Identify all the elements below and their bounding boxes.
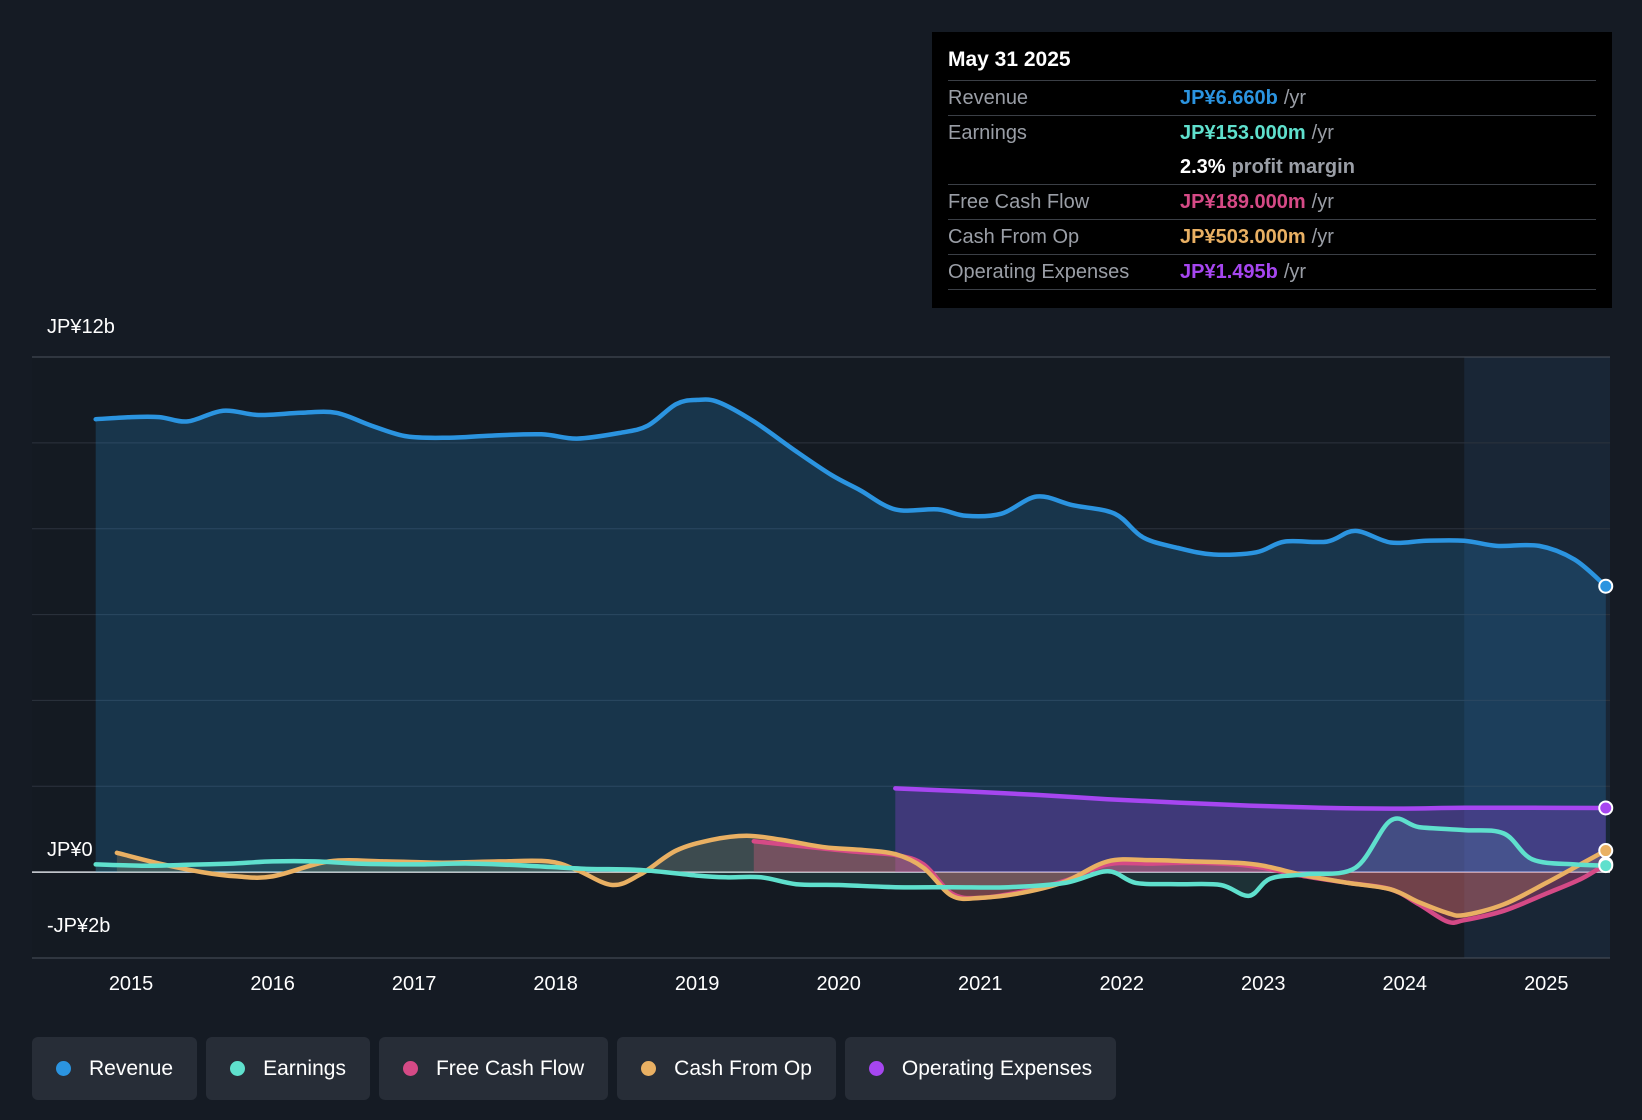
legend: Revenue Earnings Free Cash Flow Cash Fro… xyxy=(32,1037,1117,1100)
x-tick-label: 2020 xyxy=(816,973,861,995)
legend-label: Operating Expenses xyxy=(901,1056,1093,1080)
tooltip-row-revenue: Revenue JP¥6.660b /yr xyxy=(948,81,1596,116)
legend-label: Earnings xyxy=(263,1056,346,1080)
tooltip-label: Earnings xyxy=(948,122,1027,144)
tooltip-value: JP¥1.495b xyxy=(1180,261,1278,283)
x-tick-label: 2023 xyxy=(1241,973,1286,995)
tooltip-unit: /yr xyxy=(1311,226,1334,248)
x-tick-label: 2015 xyxy=(109,973,154,995)
series-endpoints xyxy=(1598,578,1614,874)
cfo-dot-icon xyxy=(641,1061,657,1076)
tooltip-value: JP¥189.000m xyxy=(1180,191,1306,213)
tooltip-row-fcf: Free Cash Flow JP¥189.000m /yr xyxy=(948,185,1596,220)
tooltip-value: JP¥153.000m xyxy=(1180,122,1306,144)
legend-item-revenue[interactable]: Revenue xyxy=(32,1037,198,1100)
x-tick-label: 2025 xyxy=(1524,973,1569,995)
legend-item-operating-expenses[interactable]: Operating Expenses xyxy=(844,1037,1117,1100)
tooltip-row-cfo: Cash From Op JP¥503.000m /yr xyxy=(948,220,1596,255)
earnings-line xyxy=(93,816,1609,899)
legend-label: Free Cash Flow xyxy=(435,1056,585,1080)
y-tick-label: JP¥12b xyxy=(47,316,115,338)
tooltip-unit: /yr xyxy=(1283,261,1307,283)
opex-line xyxy=(893,786,1609,811)
y-tick-label: -JP¥2b xyxy=(47,915,110,937)
earnings-dot-icon xyxy=(230,1061,246,1076)
plot-background xyxy=(32,357,1610,958)
tooltip-label: Operating Expenses xyxy=(948,261,1130,283)
tooltip-label: Free Cash Flow xyxy=(948,191,1090,213)
revenue-area xyxy=(95,399,1606,873)
cfo-line xyxy=(114,833,1609,918)
x-tick-label: 2022 xyxy=(1099,973,1144,995)
fcf-dot-icon xyxy=(402,1061,418,1076)
legend-item-earnings[interactable]: Earnings xyxy=(206,1037,370,1100)
tooltip-row-profit-margin: 2.3% profit margin xyxy=(948,150,1596,185)
tooltip-unit: profit margin xyxy=(1231,156,1355,178)
tooltip-value: 2.3% xyxy=(1180,156,1226,178)
x-tick-label: 2016 xyxy=(250,973,295,995)
tooltip-row-earnings: Earnings JP¥153.000m /yr xyxy=(948,116,1596,150)
revenue-dot-icon xyxy=(56,1061,71,1076)
x-tick-label: 2017 xyxy=(392,973,437,995)
tooltip-label xyxy=(948,150,1180,184)
cfo-endpoint xyxy=(1598,843,1614,859)
hover-tooltip: May 31 2025 Revenue JP¥6.660b /yr Earnin… xyxy=(932,32,1612,308)
revenue-line xyxy=(93,397,1609,589)
tooltip-unit: /yr xyxy=(1311,122,1334,144)
earnings-endpoint xyxy=(1598,858,1614,874)
tooltip-label: Revenue xyxy=(948,87,1029,109)
opex-endpoint xyxy=(1598,800,1614,816)
legend-item-cash-from-op[interactable]: Cash From Op xyxy=(617,1037,836,1100)
legend-item-free-cash-flow[interactable]: Free Cash Flow xyxy=(378,1037,609,1100)
tooltip-unit: /yr xyxy=(1311,191,1334,213)
fcf-area xyxy=(753,841,1606,923)
forecast-region xyxy=(1464,357,1610,958)
y-tick-label: JP¥0 xyxy=(47,839,93,861)
axes: 2015 2016 2017 2018 2019 2020 2021 2022 2023 2024… xyxy=(32,316,1610,995)
tooltip-label: Cash From Op xyxy=(948,226,1080,248)
earnings-area xyxy=(95,818,1606,896)
series-lines xyxy=(93,397,1609,925)
tooltip-value: JP¥503.000m xyxy=(1180,226,1306,248)
tooltip-row-opex: Operating Expenses JP¥1.495b /yr xyxy=(948,255,1596,290)
legend-label: Revenue xyxy=(89,1056,174,1080)
tooltip-date: May 31 2025 xyxy=(948,46,1596,81)
x-tick-label: 2024 xyxy=(1383,973,1428,995)
tooltip-value: JP¥6.660b xyxy=(1180,87,1278,109)
x-tick-label: 2019 xyxy=(675,973,720,995)
opex-dot-icon xyxy=(868,1061,884,1076)
tooltip-unit: /yr xyxy=(1283,87,1307,109)
legend-label: Cash From Op xyxy=(674,1056,812,1080)
revenue-endpoint xyxy=(1598,578,1614,594)
gridlines xyxy=(32,356,1610,959)
x-tick-label: 2018 xyxy=(533,973,578,995)
x-tick-label: 2021 xyxy=(958,973,1003,995)
